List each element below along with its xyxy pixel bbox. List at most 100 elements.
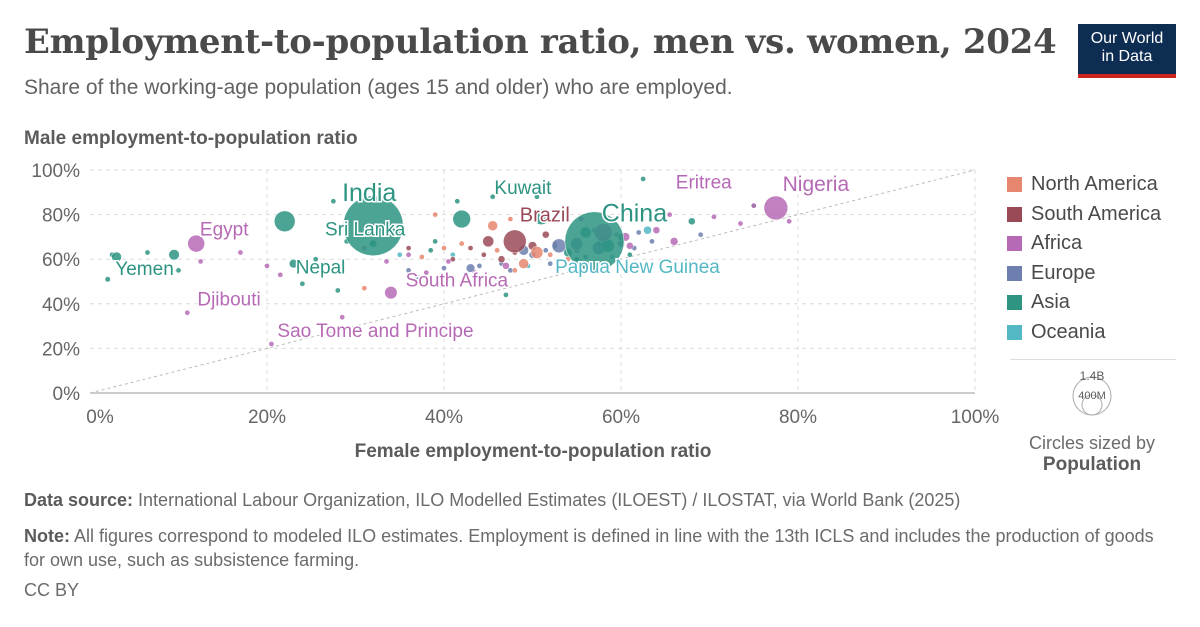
data-source-text: International Labour Organization, ILO M… xyxy=(133,490,961,510)
data-point[interactable] xyxy=(237,249,244,256)
data-point[interactable] xyxy=(666,211,673,218)
data-point[interactable] xyxy=(507,267,514,274)
data-point[interactable] xyxy=(334,287,341,294)
data-point[interactable] xyxy=(786,218,793,225)
data-point[interactable] xyxy=(503,292,509,298)
data-point[interactable] xyxy=(432,211,438,218)
data-point[interactable] xyxy=(458,240,465,247)
data-point[interactable] xyxy=(274,210,296,232)
data-point[interactable] xyxy=(534,193,540,200)
legend-swatch xyxy=(1007,295,1022,311)
legend-item[interactable]: Europe xyxy=(1007,259,1161,289)
data-point[interactable] xyxy=(383,258,390,265)
data-point[interactable] xyxy=(184,309,191,316)
legend-item[interactable]: Asia xyxy=(1007,288,1161,318)
data-point[interactable] xyxy=(423,269,430,276)
data-point[interactable] xyxy=(452,209,471,229)
data-point[interactable] xyxy=(396,251,403,258)
data-point[interactable] xyxy=(533,208,550,225)
data-point[interactable] xyxy=(312,256,319,263)
data-point[interactable] xyxy=(361,285,368,292)
data-point[interactable] xyxy=(454,198,461,205)
data-point[interactable] xyxy=(542,230,550,239)
data-point[interactable] xyxy=(264,263,270,269)
data-point[interactable] xyxy=(494,247,500,254)
data-point[interactable] xyxy=(482,235,495,248)
data-point[interactable] xyxy=(111,251,122,263)
data-point[interactable] xyxy=(277,271,284,278)
data-point[interactable] xyxy=(669,237,679,246)
logo-line-1: Our World xyxy=(1090,30,1164,47)
reference-line-y-equals-x xyxy=(89,169,976,394)
data-point[interactable] xyxy=(697,231,704,238)
data-point[interactable] xyxy=(299,280,306,287)
data-point[interactable] xyxy=(467,245,474,251)
data-point[interactable] xyxy=(268,341,275,347)
data-point[interactable] xyxy=(503,229,527,254)
size-legend-circles: 1.4B 400M xyxy=(1072,369,1112,416)
data-point[interactable] xyxy=(763,195,789,221)
data-point[interactable] xyxy=(487,220,498,231)
data-point[interactable] xyxy=(502,262,510,270)
data-point[interactable] xyxy=(750,202,757,209)
data-point[interactable] xyxy=(627,251,633,258)
data-point[interactable] xyxy=(405,267,412,274)
legend-item[interactable]: North America xyxy=(1007,170,1161,200)
data-point[interactable] xyxy=(342,195,404,256)
data-point[interactable] xyxy=(551,238,567,254)
data-point[interactable] xyxy=(339,314,346,321)
data-point[interactable] xyxy=(688,217,696,226)
data-point[interactable] xyxy=(405,245,412,251)
legend-swatch xyxy=(1007,265,1022,281)
data-point[interactable] xyxy=(187,234,205,253)
data-point[interactable] xyxy=(144,249,151,256)
color-legend: North America South America Africa Europe As… xyxy=(1007,170,1161,347)
legend-item[interactable]: Oceania xyxy=(1007,318,1161,348)
data-point[interactable] xyxy=(564,211,625,272)
data-point[interactable] xyxy=(640,176,646,182)
data-point[interactable] xyxy=(104,276,111,283)
data-point[interactable] xyxy=(414,274,421,280)
legend-item[interactable]: Africa xyxy=(1007,229,1161,259)
data-point[interactable] xyxy=(711,213,717,220)
data-point[interactable] xyxy=(530,246,544,259)
data-point[interactable] xyxy=(626,242,634,250)
data-point[interactable] xyxy=(643,225,652,235)
data-point[interactable] xyxy=(497,255,506,263)
data-point[interactable] xyxy=(441,245,447,251)
legend-item[interactable]: South America xyxy=(1007,200,1161,230)
data-point[interactable] xyxy=(489,193,496,200)
data-point[interactable] xyxy=(450,256,456,263)
note: Note: All figures correspond to modeled … xyxy=(24,524,1174,572)
legend-label: North America xyxy=(1031,173,1158,196)
point-label: Djibouti xyxy=(197,290,260,311)
note-text: All figures correspond to modeled ILO es… xyxy=(24,526,1154,570)
data-point[interactable] xyxy=(168,249,180,261)
data-point[interactable] xyxy=(465,263,476,273)
data-point[interactable] xyxy=(427,247,434,254)
point-label: India xyxy=(342,179,396,207)
data-point[interactable] xyxy=(635,229,642,236)
data-point[interactable] xyxy=(542,247,549,254)
data-point[interactable] xyxy=(518,258,529,269)
owid-logo[interactable]: Our World in Data xyxy=(1078,24,1176,78)
data-point[interactable] xyxy=(649,238,655,245)
data-point[interactable] xyxy=(330,198,337,205)
data-point[interactable] xyxy=(432,238,438,245)
data-point[interactable] xyxy=(476,263,483,269)
data-point[interactable] xyxy=(445,258,452,265)
data-point[interactable] xyxy=(405,251,412,258)
data-point[interactable] xyxy=(175,267,182,274)
license: CC BY xyxy=(24,580,80,600)
data-point[interactable] xyxy=(547,260,554,267)
data-point[interactable] xyxy=(480,251,487,258)
data-point[interactable] xyxy=(384,286,398,300)
data-point[interactable] xyxy=(737,220,744,227)
data-point[interactable] xyxy=(441,265,447,271)
data-point[interactable] xyxy=(547,251,554,258)
data-point[interactable] xyxy=(652,226,661,234)
data-point[interactable] xyxy=(507,216,514,222)
data-point[interactable] xyxy=(419,254,425,260)
data-point[interactable] xyxy=(288,259,299,269)
data-point[interactable] xyxy=(197,258,204,265)
